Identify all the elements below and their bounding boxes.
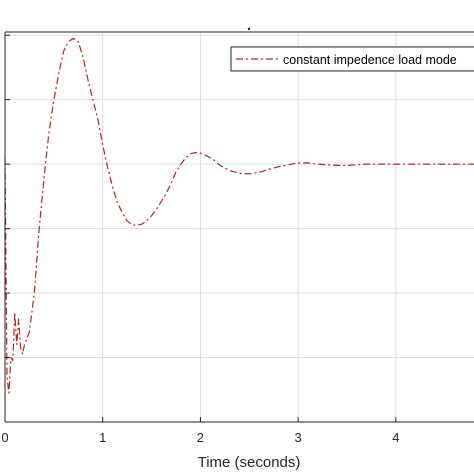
x-tick-label: 3: [295, 430, 302, 445]
series-layer: [4, 37, 474, 394]
x-tick-label: 1: [99, 430, 106, 445]
y-ticks: [5, 34, 10, 359]
plot-area: [5, 32, 474, 422]
x-ticks: 0 1 2 3 4: [1, 417, 399, 445]
x-axis-label: Time (seconds): [198, 454, 301, 471]
x-tick-label: 2: [197, 430, 204, 445]
legend: constant impedence load mode: [230, 46, 474, 72]
series-line-0: [4, 37, 474, 394]
legend-entry-label: constant impedence load mode: [283, 53, 457, 67]
grid: [4, 32, 474, 422]
x-tick-label: 0: [1, 430, 8, 445]
chart-title: .: [247, 17, 251, 34]
x-tick-label: 4: [392, 430, 399, 445]
